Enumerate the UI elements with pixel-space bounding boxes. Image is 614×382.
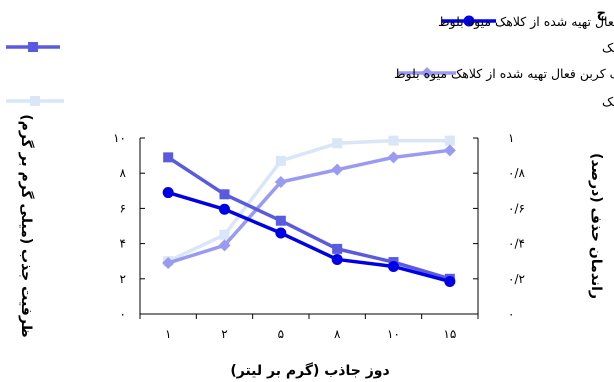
right-y-tick-label: ۱ [508,131,514,145]
series-1-point [275,227,287,239]
series-2-point [163,152,174,163]
right-y-tick-label: ۰/۲ [508,272,525,286]
series-3-point [443,144,456,157]
left-y-tick-label: ۲ [120,272,126,286]
legend-entry-label: راندمان حذف کربن فعال تهیه شده از کلاهک … [394,66,614,82]
legend-swatch-marker [421,67,433,79]
series-2-line [167,155,451,281]
series-4-point [275,155,286,166]
series-4-point [332,138,343,149]
series-2-point [219,189,230,200]
legend-swatch-marker [30,96,40,106]
series-3 [162,144,456,269]
series-4-point [388,135,399,146]
series-3-point [218,239,231,252]
series-1-point [331,253,343,265]
left-y-tick-label: ۱۰ [113,131,126,145]
series-2-point [332,243,343,254]
series-1-line [167,190,451,284]
x-tick-label: ۲ [221,327,227,341]
legend-entry-label: ظرفیت جذب کربن فعال تهیه شده از کلاهک می… [602,40,614,56]
series-4-line [167,138,450,263]
legend-swatch-marker [463,15,475,27]
series-1 [162,187,456,287]
legend-entry-label: راندمان حذف کربن فعال تهیه شده از کلاهک … [602,94,614,110]
right-y-tick-label: ۰/۴ [508,237,525,251]
left-y-axis-title: ظرفیت جذب (میلی گرم بر گرم) [18,114,35,337]
legend-entry-label: ظرفیت جذب کربن فعال تهیه شده از کلاهک می… [438,14,614,30]
series-3-point [274,176,287,188]
x-tick-label: ۱۵ [443,327,456,341]
x-axis-title: دوز جاذب (گرم بر لیتر) [230,362,389,379]
series-3-point [387,151,400,164]
legend-swatch-marker [28,42,38,52]
left-y-tick-label: ۴ [120,237,126,251]
series-4-point [444,135,455,146]
series-1-point [444,275,456,287]
series-2 [163,152,455,284]
series-1-point [388,260,399,272]
axes [139,138,479,315]
series [162,135,456,287]
right-y-tick-label: ۰ [508,307,514,321]
x-tick-label: ۱۰ [387,327,400,341]
series-2-point [275,215,286,226]
x-tick-label: ۸ [334,327,341,341]
left-y-tick-label: ۰ [120,307,126,321]
right-y-tick-label: ۰/۸ [508,166,525,180]
right-y-axis-title: راندمان حذف (درصد) [588,153,604,299]
panel-label: ج [597,6,607,21]
legend: ظرفیت جذب کربن فعال تهیه شده از کلاهک می… [6,14,614,110]
series-1-point [162,187,174,199]
series-4-point [219,229,230,240]
ticks: ۰ ۲ ۴ ۶ ۸ ۱۰ ۰ ۰/۲ ۰/۴ ۰/۶ ۰/۸ ۱ ۱ ۲ ۵ ۸ ۱۰ ۱۵ [113,131,525,341]
x-tick-label: ۱ [165,327,171,341]
series-3-point [162,256,175,269]
right-y-tick-label: ۰/۶ [508,201,525,215]
series-3-point [331,163,344,176]
left-y-tick-label: ۶ [120,201,126,215]
series-3-line [167,148,451,265]
series-1-point [219,203,230,215]
left-y-tick-label: ۸ [120,166,127,180]
x-tick-label: ۵ [278,327,284,341]
